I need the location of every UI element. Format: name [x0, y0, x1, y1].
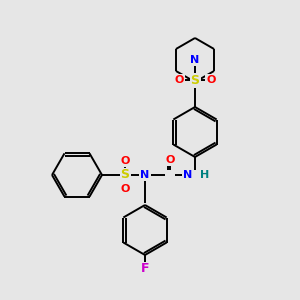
- Text: O: O: [206, 75, 216, 85]
- Text: N: N: [190, 55, 200, 65]
- Text: N: N: [140, 170, 150, 180]
- Text: O: O: [165, 155, 175, 165]
- Text: S: S: [121, 169, 130, 182]
- Text: F: F: [141, 262, 149, 275]
- Text: O: O: [174, 75, 184, 85]
- Text: O: O: [120, 184, 130, 194]
- Text: H: H: [200, 170, 209, 180]
- Text: N: N: [183, 170, 192, 180]
- Text: O: O: [120, 156, 130, 166]
- Text: S: S: [190, 74, 200, 86]
